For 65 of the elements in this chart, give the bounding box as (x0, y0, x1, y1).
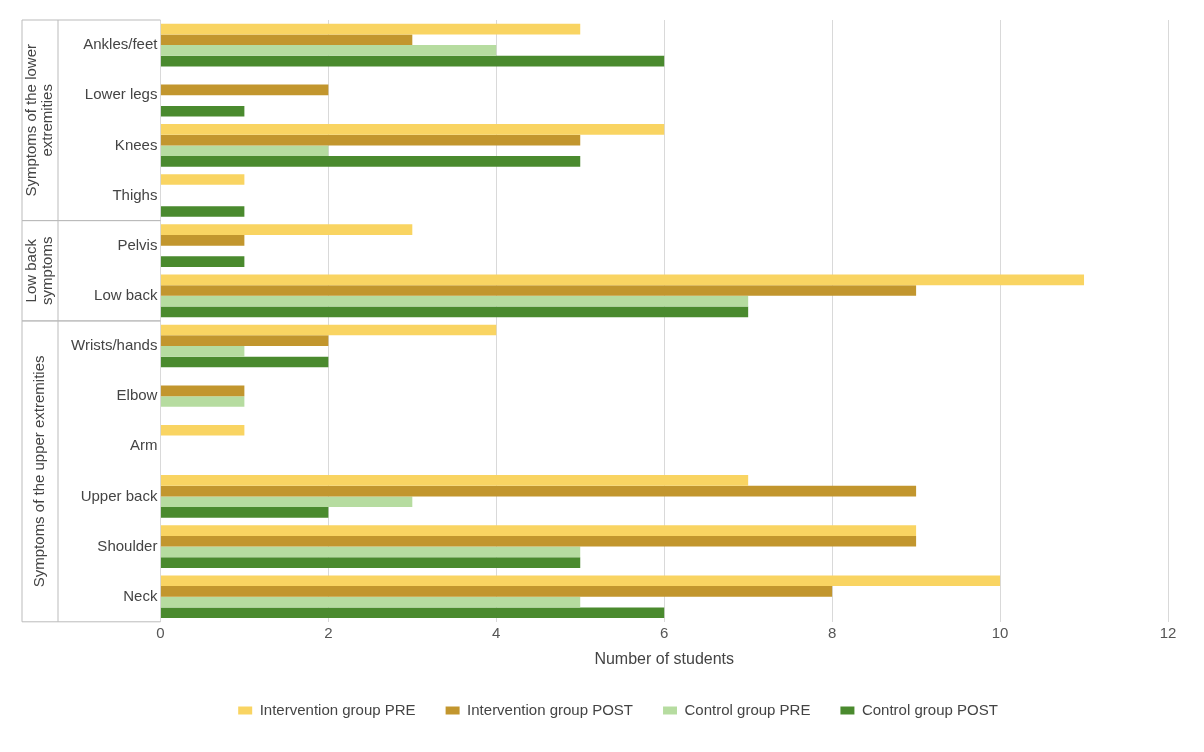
legend-label: Control group POST (861, 700, 998, 718)
bar (160, 396, 245, 407)
bar (160, 385, 245, 397)
bar (160, 356, 329, 368)
bar (160, 235, 245, 246)
y-tick-label: Low back (94, 285, 158, 303)
x-tick-label: 6 (660, 623, 669, 641)
legend-label: Intervention group POST (467, 700, 634, 718)
bar (160, 424, 245, 436)
bar (160, 335, 329, 346)
legend-label: Control group PRE (684, 700, 811, 718)
bar (160, 174, 245, 185)
y-tick-label: Pelvis (117, 235, 158, 253)
bar (160, 575, 1001, 587)
bar (160, 206, 245, 217)
bar (160, 34, 413, 46)
y-tick-label: Lower legs (84, 85, 158, 103)
x-tick-label: 2 (324, 623, 333, 641)
bar (160, 285, 917, 296)
bar (160, 557, 581, 568)
y-tick-label: Ankles/feet (83, 35, 159, 53)
y-tick-label: Neck (123, 586, 158, 604)
bar (160, 525, 917, 536)
text: Symptoms of the upper extremities (30, 355, 48, 588)
x-tick-label: 4 (492, 623, 501, 641)
bar (160, 23, 581, 35)
bar (160, 306, 749, 318)
y-tick-label: Arm (129, 436, 158, 454)
bar (160, 274, 1085, 286)
bar (160, 324, 497, 336)
bar (160, 596, 581, 608)
x-tick-label: 10 (991, 623, 1009, 641)
legend-label: Intervention group PRE (259, 700, 416, 718)
bar (160, 546, 581, 558)
x-tick-label: 12 (1159, 623, 1177, 641)
y-tick-label: Elbow (116, 386, 158, 404)
bar (160, 485, 917, 497)
bar (160, 345, 245, 357)
bar (160, 105, 245, 117)
y-tick-label: Thighs (112, 185, 158, 203)
bar (160, 295, 749, 307)
bar (160, 134, 581, 146)
bar (160, 145, 329, 157)
bar (160, 256, 245, 267)
bar (160, 496, 413, 508)
bar (160, 55, 665, 67)
bar (160, 586, 833, 597)
x-tick-label: 8 (827, 623, 837, 641)
y-tick-label: Wrists/hands (71, 336, 158, 354)
bar (160, 535, 917, 547)
y-tick-label: Upper back (80, 486, 158, 504)
bar (160, 84, 329, 96)
bar (160, 45, 497, 56)
bar (160, 124, 665, 135)
text: Low back symptoms (22, 236, 56, 305)
bar (160, 156, 581, 167)
bar (160, 475, 749, 486)
text: Symptoms of the lower extremities (22, 44, 56, 197)
bar (160, 607, 665, 619)
y-tick-label: Knees (114, 135, 158, 153)
bar (160, 224, 413, 236)
x-axis-title: Number of students (594, 649, 735, 667)
x-tick-label: 0 (156, 623, 165, 641)
y-tick-label: Shoulder (97, 536, 158, 554)
bar (160, 507, 329, 518)
